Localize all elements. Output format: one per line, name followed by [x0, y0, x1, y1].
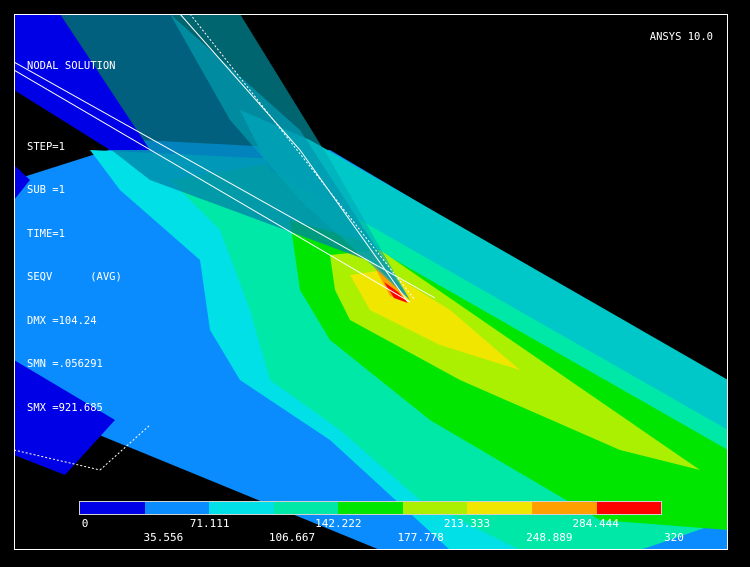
- legend-swatch: [338, 502, 403, 514]
- legend-label-top: 284.444: [572, 517, 619, 530]
- legend-label-bottom: 106.667: [268, 531, 316, 544]
- ansys-version-label: ANSYS 10.0: [649, 31, 713, 43]
- legend-swatch: [467, 502, 532, 514]
- legend-label-top: 213.333: [443, 517, 491, 530]
- contour-legend-bar: [79, 501, 662, 515]
- info-seqv: SEQV (AVG): [27, 271, 122, 283]
- info-step: STEP=1: [27, 140, 65, 153]
- pipe-upper-wall: [240, 110, 728, 430]
- branch-pipe-face: [170, 14, 410, 300]
- legend-swatch: [144, 502, 210, 514]
- legend-label-bottom: 248.889: [526, 531, 573, 544]
- legend-swatch: [596, 502, 662, 514]
- info-smn: SMN =.056291: [27, 358, 103, 370]
- info-time: TIME=1: [27, 227, 65, 240]
- info-sub: SUB =1: [27, 184, 65, 196]
- legend-label-top: 0: [81, 517, 89, 530]
- legend-swatch: [531, 502, 597, 514]
- contour-blue-lower: [14, 360, 115, 475]
- contour-blue-left: [14, 165, 30, 200]
- legend-label-bottom: 35.556: [143, 531, 184, 544]
- legend-swatch: [209, 502, 274, 514]
- legend-swatch: [273, 502, 339, 514]
- legend-label-bottom: 320: [664, 531, 684, 544]
- legend-label-top: 142.222: [315, 517, 362, 530]
- contour-blue-upper: [14, 14, 150, 150]
- legend-swatch: [80, 502, 145, 514]
- legend-label-bottom: 177.778: [397, 531, 444, 544]
- plot-title: NODAL SOLUTION: [27, 60, 116, 72]
- legend-label-top: 71.111: [189, 517, 230, 530]
- wireframe-lines: [14, 14, 436, 471]
- legend-swatch: [402, 502, 468, 514]
- info-dmx: DMX =104.24: [27, 314, 97, 327]
- info-smx: SMX =921.685: [27, 401, 103, 414]
- solution-info-block: NODAL SOLUTION STEP=1 SUB =1 TIME=1 SEQV…: [27, 30, 122, 444]
